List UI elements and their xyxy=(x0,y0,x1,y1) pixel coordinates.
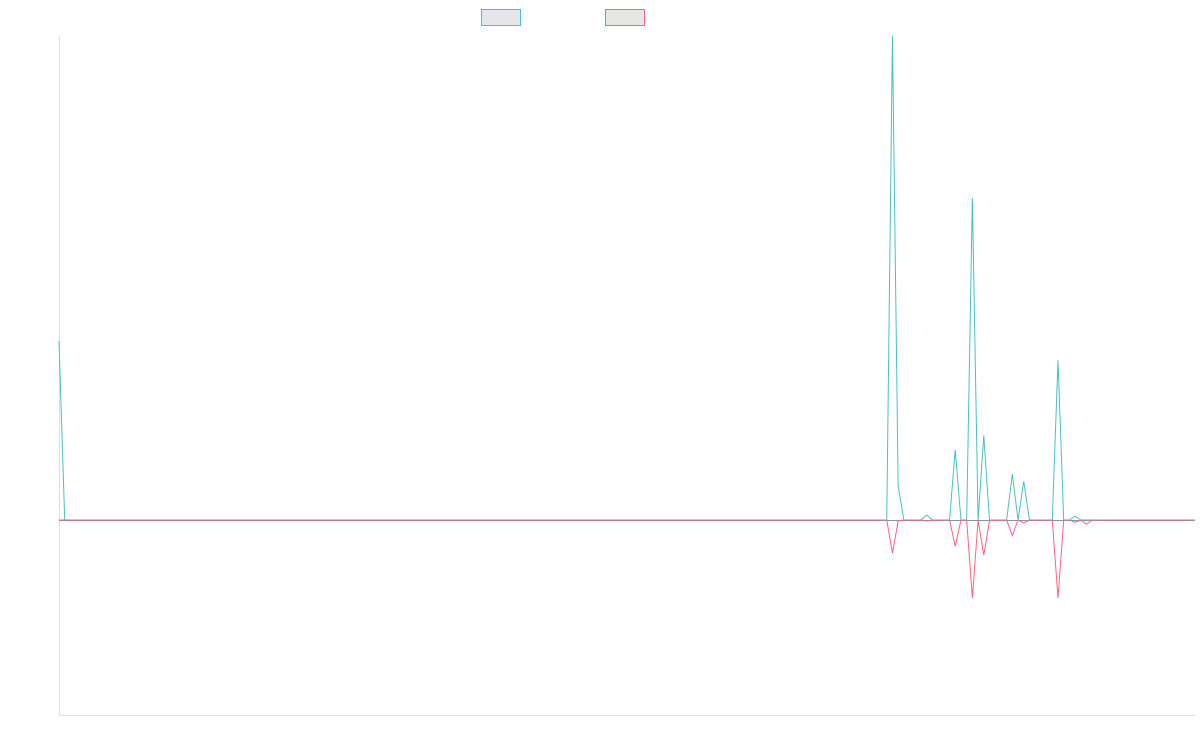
series-2-point xyxy=(920,519,921,520)
series-2-point xyxy=(892,553,893,554)
series-line-2 xyxy=(59,519,1195,599)
series-1-point xyxy=(1057,360,1058,361)
series-2-point xyxy=(1052,519,1053,520)
series-2-point xyxy=(1069,519,1070,520)
series-2-point xyxy=(1017,519,1018,520)
series-1-point xyxy=(58,340,59,341)
series-1-point xyxy=(955,449,956,450)
series-2-point xyxy=(1092,519,1093,520)
series-2-point xyxy=(1029,519,1030,520)
series-2-point xyxy=(926,520,927,521)
series-2-point xyxy=(960,519,961,520)
series-2-point xyxy=(1006,519,1007,520)
series-2-point xyxy=(1012,535,1013,536)
legend-swatch-1[interactable] xyxy=(481,9,521,26)
series-2-point xyxy=(1057,597,1058,598)
series-2-point xyxy=(972,597,973,598)
series-1-point xyxy=(1012,473,1013,474)
legend-swatch-2[interactable] xyxy=(605,9,645,26)
series-2-point xyxy=(1075,522,1076,523)
series-1-point xyxy=(1075,516,1076,517)
series-2-point xyxy=(1086,524,1087,525)
series-2-point xyxy=(932,519,933,520)
series-1-point xyxy=(1023,481,1024,482)
series-2-point xyxy=(949,519,950,520)
series-1-point xyxy=(926,515,927,516)
series-2-point xyxy=(1063,519,1064,520)
series-2-point xyxy=(955,546,956,547)
series-2-point xyxy=(995,519,996,520)
series-1-point xyxy=(898,486,899,487)
series-2-point xyxy=(1080,519,1081,520)
series-2-point xyxy=(989,520,990,521)
series-1-point xyxy=(983,435,984,436)
legend xyxy=(481,9,645,26)
series-line-1 xyxy=(58,35,1195,521)
series-2-point xyxy=(903,519,904,520)
series-2-point xyxy=(977,519,978,520)
series-2-point xyxy=(58,519,59,520)
series-2-point xyxy=(983,555,984,556)
series-1-point xyxy=(892,35,893,36)
series-1-point xyxy=(972,198,973,199)
series-2-point xyxy=(966,519,967,520)
series-2-point xyxy=(1023,522,1024,523)
series-2-point xyxy=(898,520,899,521)
series-2-point xyxy=(886,519,887,520)
series-layer xyxy=(58,35,1195,599)
series-2-point xyxy=(1194,519,1195,520)
